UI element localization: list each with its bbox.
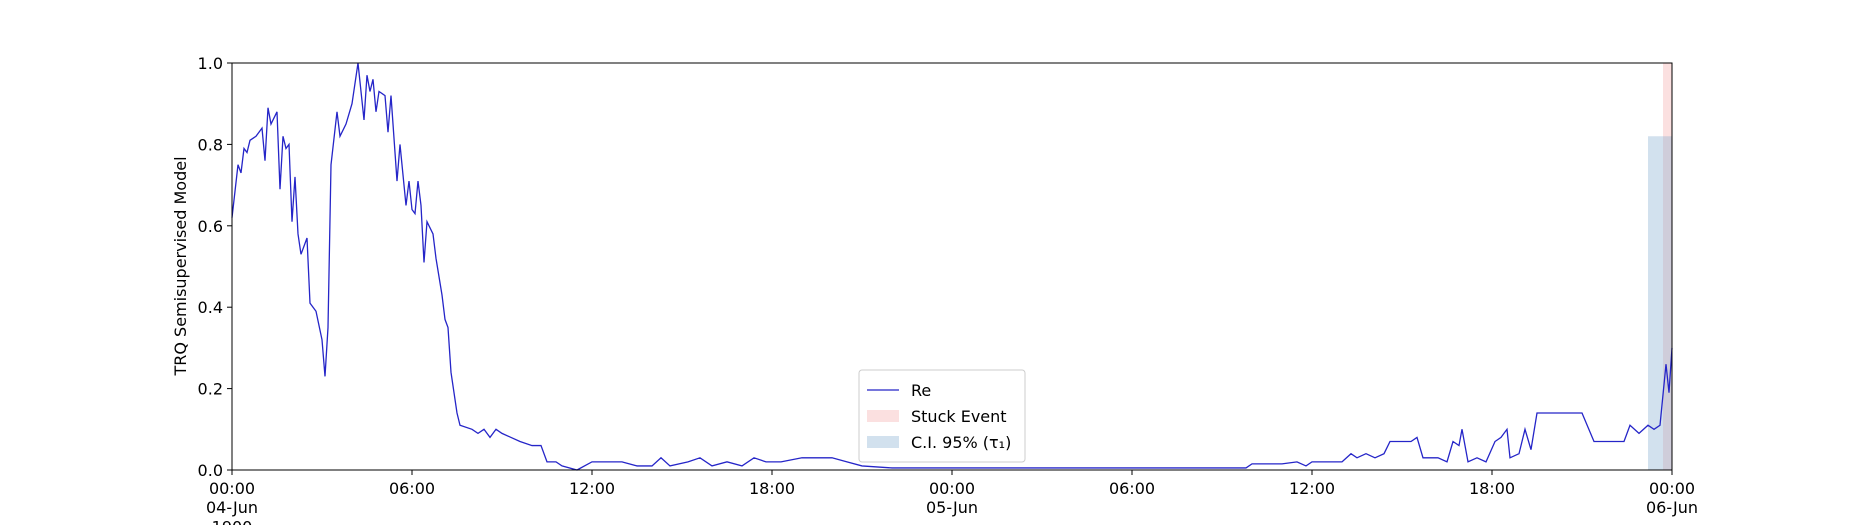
legend-label: Stuck Event xyxy=(911,407,1007,426)
x-tick-label: 18:00 xyxy=(1469,479,1515,498)
legend-swatch xyxy=(867,436,899,448)
y-tick-label: 1.0 xyxy=(198,54,223,73)
x-tick-label: 12:00 xyxy=(1289,479,1335,498)
x-tick-label: 18:00 xyxy=(749,479,795,498)
legend-frame xyxy=(858,369,1026,463)
span xyxy=(1663,63,1672,470)
x-tick-label: 00:00 05-Jun xyxy=(926,479,978,517)
span xyxy=(1648,136,1672,470)
legend: Re Stuck Event C.I. 95% (τ₁) xyxy=(858,369,1026,463)
y-tick-label: 0.2 xyxy=(198,380,223,399)
y-tick-label: 0.8 xyxy=(198,135,223,154)
y-tick-label: 0.6 xyxy=(198,217,223,236)
legend-label: Re xyxy=(911,381,931,400)
y-tick-label: 0.0 xyxy=(198,461,223,480)
x-tick-label: 12:00 xyxy=(569,479,615,498)
y-axis-label: TRQ Semisupervised Model xyxy=(171,156,190,376)
y-tick-label: 0.4 xyxy=(198,298,223,317)
line xyxy=(231,62,1673,471)
legend-swatch xyxy=(867,410,899,422)
x-tick-label: 06:00 xyxy=(389,479,435,498)
x-tick-label: 00:00 06-Jun xyxy=(1646,479,1698,517)
legend-label: C.I. 95% (τ₁) xyxy=(911,433,1011,452)
x-tick-label: 06:00 xyxy=(1109,479,1155,498)
